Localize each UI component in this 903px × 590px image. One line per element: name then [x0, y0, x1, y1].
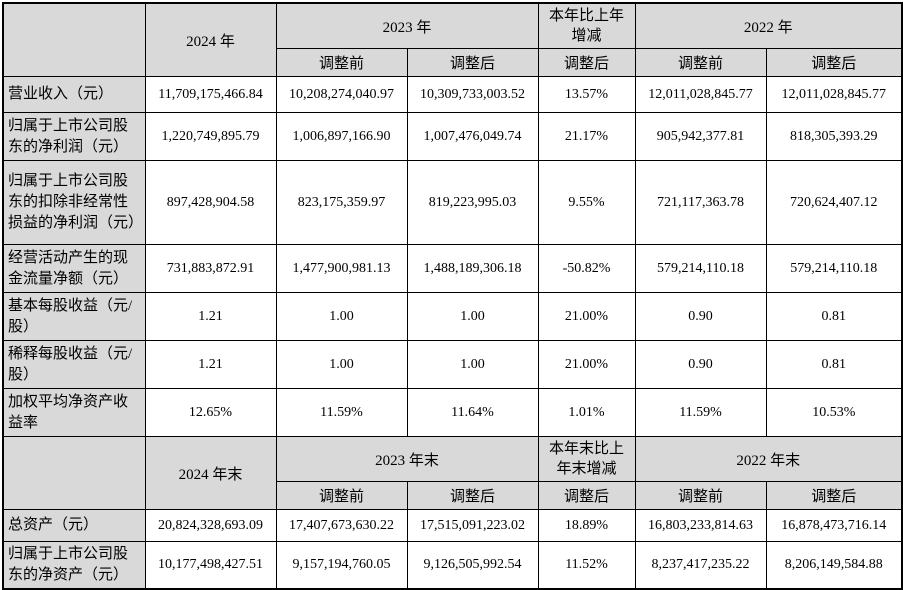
value-cell: 10.53% [765, 388, 903, 437]
header-change: 本年比上年增减 [537, 2, 636, 49]
subheader-2023-pre: 调整前 [275, 48, 408, 77]
value-cell: 9,126,505,992.54 [406, 541, 539, 590]
value-cell: 17,407,673,630.22 [275, 509, 408, 542]
table-row: 归属于上市公司股东的净利润（元） 1,220,749,895.79 1,006,… [2, 112, 903, 161]
row-label: 归属于上市公司股东的净资产（元） [2, 541, 146, 590]
value-cell: 1.00 [275, 340, 408, 389]
row-label: 归属于上市公司股东的扣除非经常性损益的净利润（元） [2, 160, 146, 245]
value-cell: 9,157,194,760.05 [275, 541, 408, 590]
value-cell: 20,824,328,693.09 [144, 509, 277, 542]
value-cell: 905,942,377.81 [634, 112, 767, 161]
table-row: 营业收入（元） 11,709,175,466.84 10,208,274,040… [2, 76, 903, 113]
value-cell: 11.59% [634, 388, 767, 437]
header-2022-end: 2022 年末 [634, 436, 903, 482]
subheader-2022-end-pre: 调整前 [634, 481, 767, 510]
value-cell: 11.59% [275, 388, 408, 437]
value-cell: 1,477,900,981.13 [275, 244, 408, 293]
value-cell: 11.64% [406, 388, 539, 437]
value-cell: 10,177,498,427.51 [144, 541, 277, 590]
value-cell: 21.00% [537, 340, 636, 389]
value-cell: 1.00 [275, 292, 408, 341]
header-2023-end: 2023 年末 [275, 436, 539, 482]
value-cell: 0.90 [634, 340, 767, 389]
value-cell: 1.00 [406, 292, 539, 341]
header-change-end-text: 本年末比上年末增减 [549, 441, 625, 477]
header-2022: 2022 年 [634, 2, 903, 49]
value-cell: 0.90 [634, 292, 767, 341]
header-2024-end: 2024 年末 [144, 436, 277, 510]
corner-cell [2, 436, 146, 510]
value-cell: 721,117,363.78 [634, 160, 767, 245]
value-cell: 10,208,274,040.97 [275, 76, 408, 113]
value-cell: 1,006,897,166.90 [275, 112, 408, 161]
value-cell: 16,803,233,814.63 [634, 509, 767, 542]
table-row: 总资产（元） 20,824,328,693.09 17,407,673,630.… [2, 509, 903, 542]
table-row: 稀释每股收益（元/股） 1.21 1.00 1.00 21.00% 0.90 0… [2, 340, 903, 389]
subheader-2023-end-post: 调整后 [406, 481, 539, 510]
subheader-2022-end-post: 调整后 [765, 481, 903, 510]
table-row: 归属于上市公司股东的净资产（元） 10,177,498,427.51 9,157… [2, 541, 903, 590]
table-row: 2024 年 2023 年 本年比上年增减 2022 年 [2, 2, 903, 77]
value-cell: 720,624,407.12 [765, 160, 903, 245]
value-cell: 10,309,733,003.52 [406, 76, 539, 113]
value-cell: 12.65% [144, 388, 277, 437]
value-cell: 17,515,091,223.02 [406, 509, 539, 542]
row-label: 基本每股收益（元/股） [2, 292, 146, 341]
value-cell: 12,011,028,845.77 [765, 76, 903, 113]
value-cell: -50.82% [537, 244, 636, 293]
value-cell: 8,237,417,235.22 [634, 541, 767, 590]
row-label: 加权平均净资产收益率 [2, 388, 146, 437]
value-cell: 0.81 [765, 292, 903, 341]
subheader-2022-pre: 调整前 [634, 48, 767, 77]
value-cell: 13.57% [537, 76, 636, 113]
value-cell: 731,883,872.91 [144, 244, 277, 293]
subheader-2022-post: 调整后 [765, 48, 903, 77]
value-cell: 11,709,175,466.84 [144, 76, 277, 113]
value-cell: 1.00 [406, 340, 539, 389]
table-row: 基本每股收益（元/股） 1.21 1.00 1.00 21.00% 0.90 0… [2, 292, 903, 341]
value-cell: 1.21 [144, 292, 277, 341]
value-cell: 21.00% [537, 292, 636, 341]
table-row: 经营活动产生的现金流量净额（元） 731,883,872.91 1,477,90… [2, 244, 903, 293]
value-cell: 1,488,189,306.18 [406, 244, 539, 293]
value-cell: 1.01% [537, 388, 636, 437]
subheader-change-end-post: 调整后 [537, 481, 636, 510]
value-cell: 823,175,359.97 [275, 160, 408, 245]
value-cell: 897,428,904.58 [144, 160, 277, 245]
subheader-2023-end-pre: 调整前 [275, 481, 408, 510]
value-cell: 579,214,110.18 [765, 244, 903, 293]
row-label: 归属于上市公司股东的净利润（元） [2, 112, 146, 161]
value-cell: 21.17% [537, 112, 636, 161]
value-cell: 1,220,749,895.79 [144, 112, 277, 161]
header-2023: 2023 年 [275, 2, 539, 49]
value-cell: 819,223,995.03 [406, 160, 539, 245]
header-change-text: 本年比上年增减 [549, 8, 625, 44]
table-row: 调整前 调整后 调整后 调整前 调整后 [3, 48, 903, 77]
value-cell: 8,206,149,584.88 [765, 541, 903, 590]
value-cell: 16,878,473,716.14 [765, 509, 903, 542]
value-cell: 0.81 [765, 340, 903, 389]
table-row: 调整前 调整后 调整后 调整前 调整后 [3, 481, 903, 510]
header-2024: 2024 年 [144, 2, 277, 77]
subheader-2023-post: 调整后 [406, 48, 539, 77]
subheader-change-post: 调整后 [537, 48, 636, 77]
header-change-end: 本年末比上年末增减 [537, 436, 636, 482]
row-label: 稀释每股收益（元/股） [2, 340, 146, 389]
table-row: 归属于上市公司股东的扣除非经常性损益的净利润（元） 897,428,904.58… [2, 160, 903, 245]
corner-cell [2, 2, 146, 77]
value-cell: 11.52% [537, 541, 636, 590]
value-cell: 818,305,393.29 [765, 112, 903, 161]
row-label: 营业收入（元） [2, 76, 146, 113]
table-row: 2024 年末 2023 年末 本年末比上年末增减 2022 年末 [2, 436, 903, 510]
value-cell: 1,007,476,049.74 [406, 112, 539, 161]
table-row: 加权平均净资产收益率 12.65% 11.59% 11.64% 1.01% 11… [2, 388, 903, 437]
row-label: 经营活动产生的现金流量净额（元） [2, 244, 146, 293]
value-cell: 579,214,110.18 [634, 244, 767, 293]
value-cell: 12,011,028,845.77 [634, 76, 767, 113]
row-label: 总资产（元） [2, 509, 146, 542]
value-cell: 1.21 [144, 340, 277, 389]
value-cell: 9.55% [537, 160, 636, 245]
value-cell: 18.89% [537, 509, 636, 542]
